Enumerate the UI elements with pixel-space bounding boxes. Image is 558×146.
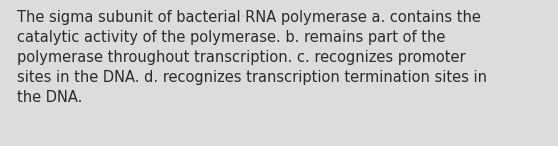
Text: The sigma subunit of bacterial RNA polymerase a. contains the
catalytic activity: The sigma subunit of bacterial RNA polym… xyxy=(17,10,487,105)
